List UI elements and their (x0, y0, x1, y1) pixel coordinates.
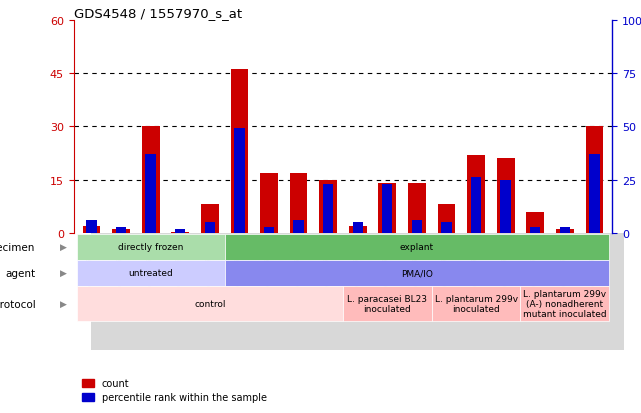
Text: PMA/IO: PMA/IO (401, 269, 433, 278)
Bar (438, 205, 455, 233)
Bar (501, 180, 511, 233)
Bar (408, 184, 426, 233)
Bar (264, 227, 274, 233)
Bar (112, 230, 130, 233)
Bar (231, 70, 248, 233)
Bar (323, 185, 333, 233)
Bar (589, 154, 599, 233)
Text: protocol: protocol (0, 299, 35, 309)
Bar (353, 223, 363, 233)
Bar (585, 127, 603, 233)
Text: agent: agent (5, 268, 35, 278)
Bar (171, 232, 189, 233)
Bar (175, 229, 185, 233)
Bar (378, 184, 396, 233)
Text: explant: explant (400, 243, 434, 252)
Text: L. paracasei BL23
inoculated: L. paracasei BL23 inoculated (347, 294, 428, 313)
Bar (294, 221, 304, 233)
Text: specimen: specimen (0, 242, 35, 252)
Bar (497, 159, 515, 233)
Bar (319, 180, 337, 233)
Bar (260, 173, 278, 233)
Bar (412, 221, 422, 233)
Bar (349, 226, 367, 233)
Bar (526, 212, 544, 233)
Bar (556, 230, 574, 233)
Text: ▶: ▶ (60, 243, 67, 252)
Bar (87, 221, 97, 233)
Bar (146, 154, 156, 233)
Bar (142, 127, 160, 233)
Bar (204, 223, 215, 233)
Bar (92, 233, 624, 350)
Text: ▶: ▶ (60, 299, 67, 308)
Bar (530, 227, 540, 233)
Bar (234, 129, 245, 233)
Text: ▶: ▶ (60, 269, 67, 278)
Bar (471, 178, 481, 233)
Text: L. plantarum 299v
inoculated: L. plantarum 299v inoculated (435, 294, 518, 313)
Text: untreated: untreated (128, 269, 173, 278)
Bar (467, 155, 485, 233)
Bar (116, 227, 126, 233)
Text: control: control (194, 299, 226, 308)
Text: L. plantarum 299v
(A-) nonadherent
mutant inoculated: L. plantarum 299v (A-) nonadherent mutan… (523, 289, 606, 319)
Text: directly frozen: directly frozen (118, 243, 183, 252)
Bar (441, 223, 452, 233)
Bar (290, 173, 308, 233)
Bar (83, 226, 101, 233)
Bar (560, 227, 570, 233)
Bar (201, 205, 219, 233)
Text: GDS4548 / 1557970_s_at: GDS4548 / 1557970_s_at (74, 7, 242, 19)
Legend: count, percentile rank within the sample: count, percentile rank within the sample (79, 375, 271, 406)
Bar (382, 185, 392, 233)
